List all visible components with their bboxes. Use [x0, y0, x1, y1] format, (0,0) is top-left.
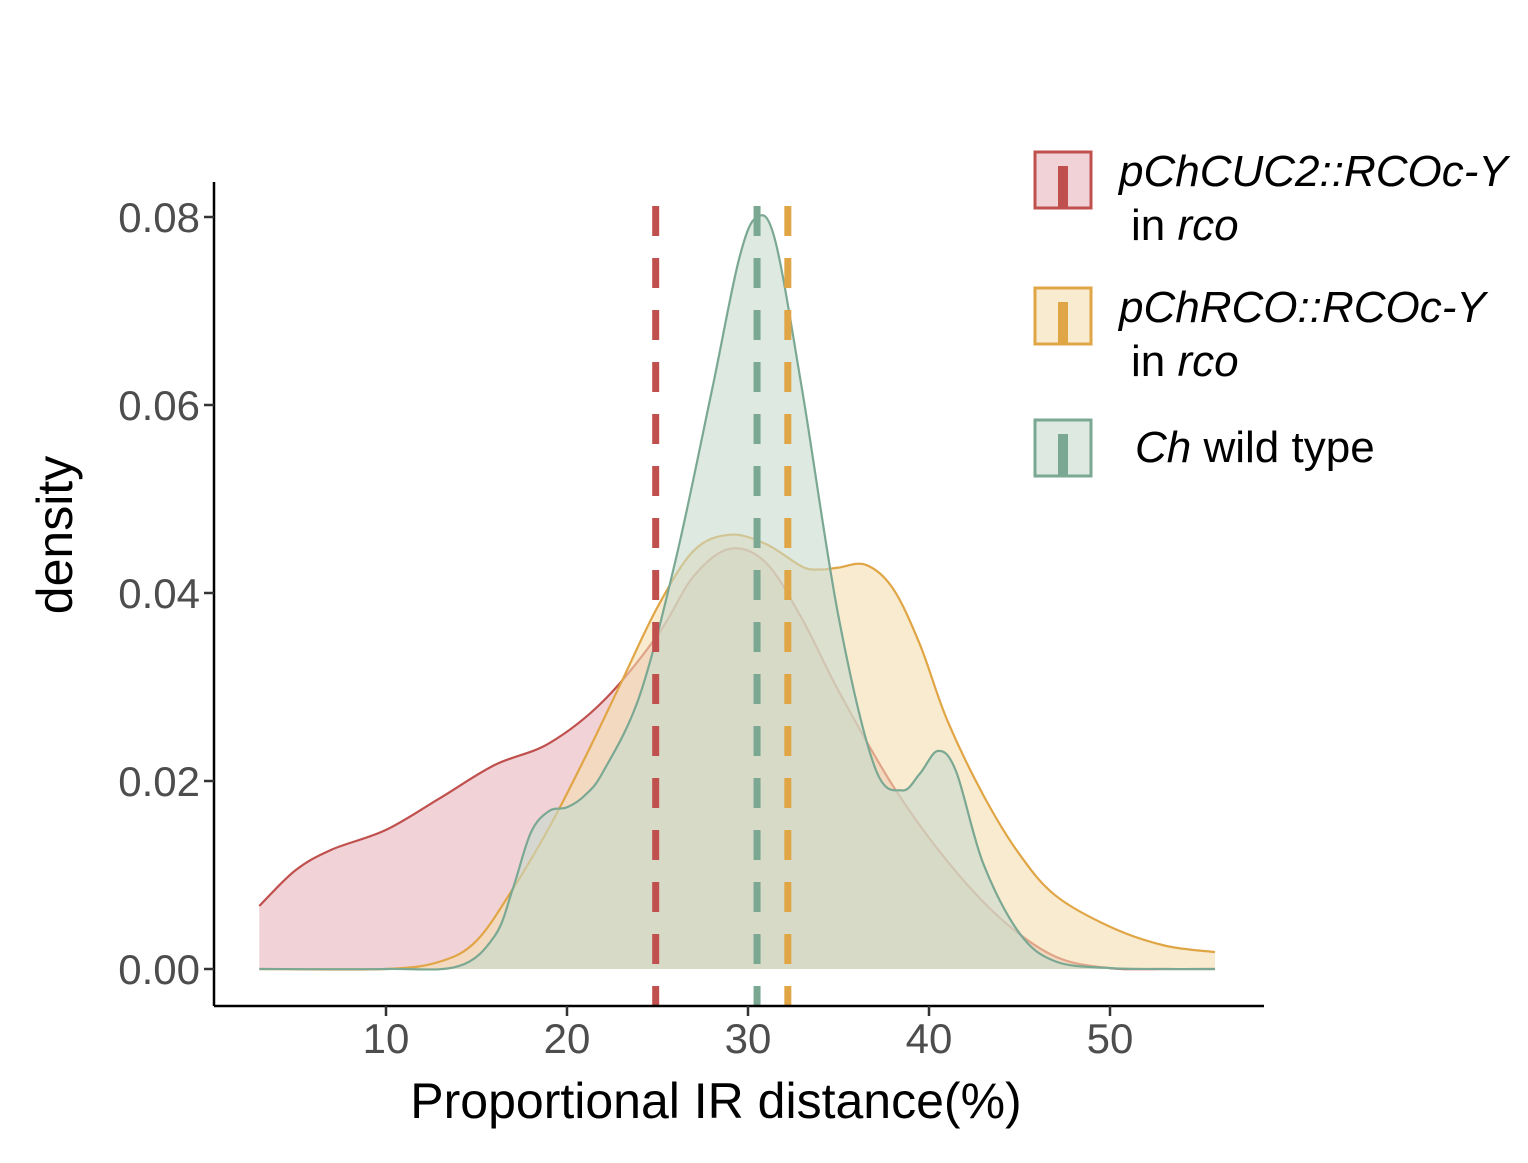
legend-key-bar — [1058, 302, 1068, 344]
legend-label-line1: Ch wild type — [1135, 423, 1375, 472]
y-tick-label: 0.02 — [118, 758, 200, 805]
x-tick-label: 50 — [1087, 1015, 1134, 1062]
x-axis-title: Proportional IR distance(%) — [410, 1073, 1021, 1129]
legend-label-line1: pChCUC2::RCOc-Y — [1117, 147, 1510, 196]
legend-key-bar — [1058, 434, 1068, 476]
mean-lines — [652, 206, 792, 1006]
legend-item-cuc2: pChCUC2::RCOc-Yin rco — [1033, 147, 1510, 250]
y-tick-label: 0.00 — [118, 946, 200, 993]
legend-key-bar — [1058, 166, 1068, 208]
y-tick-label: 0.04 — [118, 570, 200, 617]
y-tick-label: 0.08 — [118, 194, 200, 241]
x-tick-label: 30 — [725, 1015, 772, 1062]
legend-label-line2: in rco — [1131, 337, 1239, 386]
x-tick-label: 40 — [906, 1015, 953, 1062]
y-tick-label: 0.06 — [118, 382, 200, 429]
legend-item-wildtype: Ch wild type — [1033, 418, 1375, 478]
legend-item-rco: pChRCO::RCOc-Yin rco — [1033, 283, 1488, 386]
x-tick-label: 10 — [363, 1015, 410, 1062]
y-axis-title: density — [27, 456, 83, 614]
x-tick-label: 20 — [544, 1015, 591, 1062]
legend-label-line1: pChRCO::RCOc-Y — [1117, 283, 1488, 332]
legend-label-line2: in rco — [1131, 201, 1239, 250]
density-area-wildtype — [259, 215, 1215, 970]
axes: 10 20 30 40 50 0.00 0.02 0.04 0.06 0.08 — [118, 182, 1264, 1062]
